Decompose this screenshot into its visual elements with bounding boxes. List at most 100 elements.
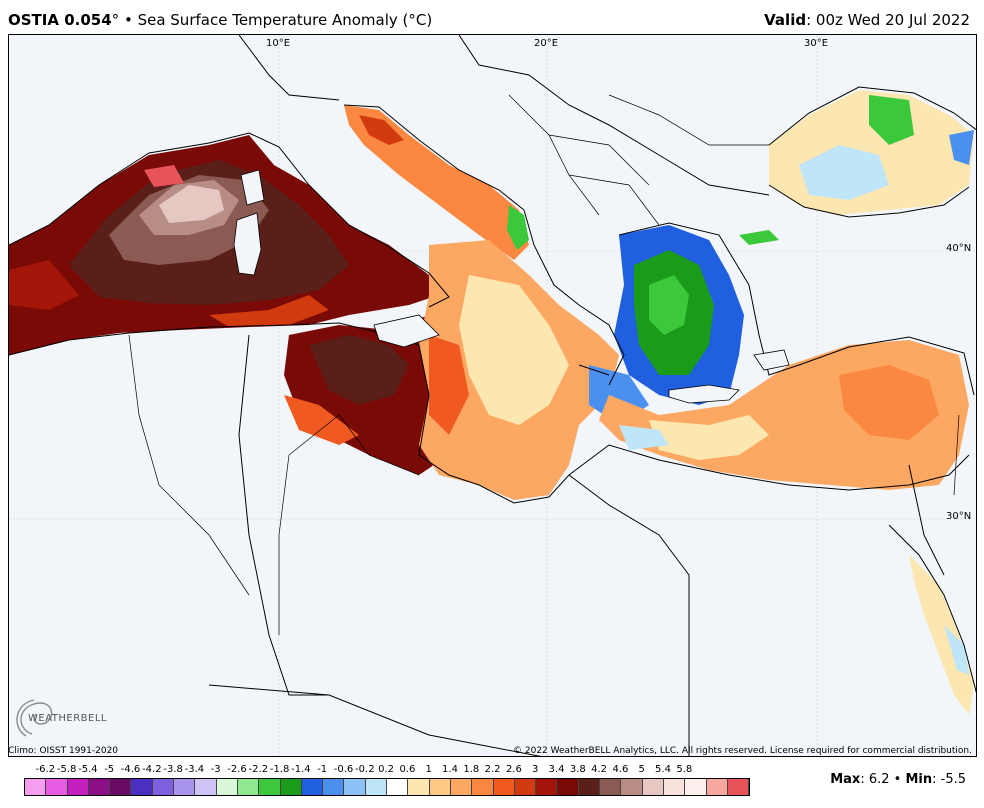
min-value: : -5.5 xyxy=(932,772,966,787)
legend-swatch xyxy=(727,779,750,795)
legend-swatch xyxy=(621,779,643,795)
legend-swatch xyxy=(216,779,238,795)
coastlines xyxy=(9,35,976,756)
legend-tick: 1 xyxy=(425,764,432,775)
legend-tick: -0.6 xyxy=(333,764,354,775)
valid-value: : 00z Wed 20 Jul 2022 xyxy=(806,11,970,29)
logo-text: WEATHERBELL xyxy=(28,713,107,724)
legend-swatch xyxy=(25,779,47,795)
legend-swatch xyxy=(110,779,132,795)
max-label: Max xyxy=(830,772,861,787)
legend-swatch xyxy=(408,779,430,795)
legend-tick: -2.6 xyxy=(227,764,247,775)
climo-note: Climo: OISST 1991-2020 xyxy=(8,746,119,756)
legend-swatch xyxy=(344,779,366,795)
legend-swatch xyxy=(706,779,728,795)
legend-swatch xyxy=(174,779,196,795)
legend-swatch xyxy=(323,779,345,795)
legend-tick: 1.8 xyxy=(463,764,480,775)
legend-swatch xyxy=(557,779,579,795)
degree-symbol: ° xyxy=(111,11,120,29)
legend-tick: -2.2 xyxy=(248,764,269,775)
legend-tick-labels: -6.2 -5.8 -5.4 -5 -4.6 -4.2 -3.8 -3.4 -3 -2.6 -2.2… xyxy=(10,764,710,778)
legend-swatch xyxy=(131,779,153,795)
legend-tick: 5.8 xyxy=(676,764,693,775)
borders xyxy=(128,94,960,635)
legend-tick: -3.8 xyxy=(163,764,183,775)
legend-swatch xyxy=(663,779,686,795)
legend-swatch xyxy=(365,779,388,795)
legend-swatch xyxy=(450,779,473,795)
legend-tick: -1.4 xyxy=(291,764,311,775)
legend-tick: 0.2 xyxy=(378,764,395,775)
legend-swatch xyxy=(536,779,558,795)
legend-tick: -5.4 xyxy=(78,764,98,775)
legend-swatch xyxy=(195,779,217,795)
product-name: OSTIA 0.054 xyxy=(8,11,112,29)
legend-swatch xyxy=(472,779,494,795)
header-bar: OSTIA 0.054° • Sea Surface Temperature A… xyxy=(0,0,984,34)
levantine-anomaly xyxy=(599,340,969,490)
field-name: Sea Surface Temperature Anomaly ( xyxy=(137,11,409,29)
min-label: Min xyxy=(905,772,933,787)
legend-swatch xyxy=(259,779,281,795)
legend-tick: -1 xyxy=(317,764,328,775)
legend-swatch xyxy=(685,779,707,795)
legend-tick: 3.8 xyxy=(569,764,586,775)
legend-tick: -4.2 xyxy=(142,764,162,775)
lon-label-30e: 30°E xyxy=(804,38,829,49)
max-min-readout: Max: 6.2 • Min: -5.5 xyxy=(830,772,966,787)
islands xyxy=(233,169,790,404)
ionian-anomaly xyxy=(419,240,619,500)
legend-tick: 3.4 xyxy=(548,764,565,775)
legend-tick: 1.4 xyxy=(442,764,458,775)
map-canvas xyxy=(9,35,976,756)
legend-tick: 3 xyxy=(532,764,539,775)
legend-swatch xyxy=(88,779,111,795)
legend-swatch xyxy=(280,779,302,795)
lon-label-10e: 10°E xyxy=(266,38,291,49)
legend-tick: -5.8 xyxy=(56,764,77,775)
legend-tick: 2.6 xyxy=(505,764,522,775)
legend-color-bar xyxy=(24,778,751,796)
legend-swatch xyxy=(493,779,515,795)
legend-swatch xyxy=(429,779,451,795)
copyright-note: © 2022 WeatherBELL Analytics, LLC. All r… xyxy=(513,746,972,756)
title-bullet: • xyxy=(123,11,133,29)
legend-tick: -1.8 xyxy=(269,764,290,775)
valid-time: Valid: 00z Wed 20 Jul 2022 xyxy=(764,11,970,29)
legend-swatch xyxy=(237,779,260,795)
valid-label: Valid xyxy=(764,11,807,29)
weatherbell-logo-icon xyxy=(16,699,53,737)
red-sea-anomaly xyxy=(909,555,974,715)
legend-swatch xyxy=(642,779,664,795)
legend-tick: 5 xyxy=(638,764,645,775)
max-min-separator: • xyxy=(893,772,902,787)
legend-tick: 4.2 xyxy=(591,764,608,775)
western-med-anomaly xyxy=(9,135,439,355)
legend-tick: -3 xyxy=(210,764,221,775)
anomaly-map: 10°E 20°E 30°E 40°N 30°N xyxy=(8,34,977,757)
lat-label-30n: 30°N xyxy=(946,511,972,522)
legend-tick: -4.6 xyxy=(120,764,141,775)
legend-swatch xyxy=(67,779,89,795)
black-sea-anomaly xyxy=(769,90,974,215)
legend-tick: -0.2 xyxy=(355,764,375,775)
legend-swatch xyxy=(301,779,324,795)
legend-tick: 0.6 xyxy=(399,764,416,775)
legend-swatch xyxy=(514,779,537,795)
legend-tick: 4.6 xyxy=(612,764,629,775)
legend-swatch xyxy=(152,779,175,795)
legend-swatch xyxy=(46,779,68,795)
legend-tick: -3.4 xyxy=(184,764,205,775)
legend-tick: -6.2 xyxy=(35,764,56,775)
lon-label-20e: 20°E xyxy=(534,38,559,49)
legend-swatch xyxy=(578,779,601,795)
lat-label-40n: 40°N xyxy=(946,243,972,254)
adriatic-anomaly xyxy=(344,105,529,260)
max-value: : 6.2 xyxy=(860,772,890,787)
legend-swatch xyxy=(387,779,409,795)
field-unit: °C) xyxy=(408,11,433,29)
legend-swatch xyxy=(600,779,622,795)
map-title: OSTIA 0.054° • Sea Surface Temperature A… xyxy=(8,11,432,29)
